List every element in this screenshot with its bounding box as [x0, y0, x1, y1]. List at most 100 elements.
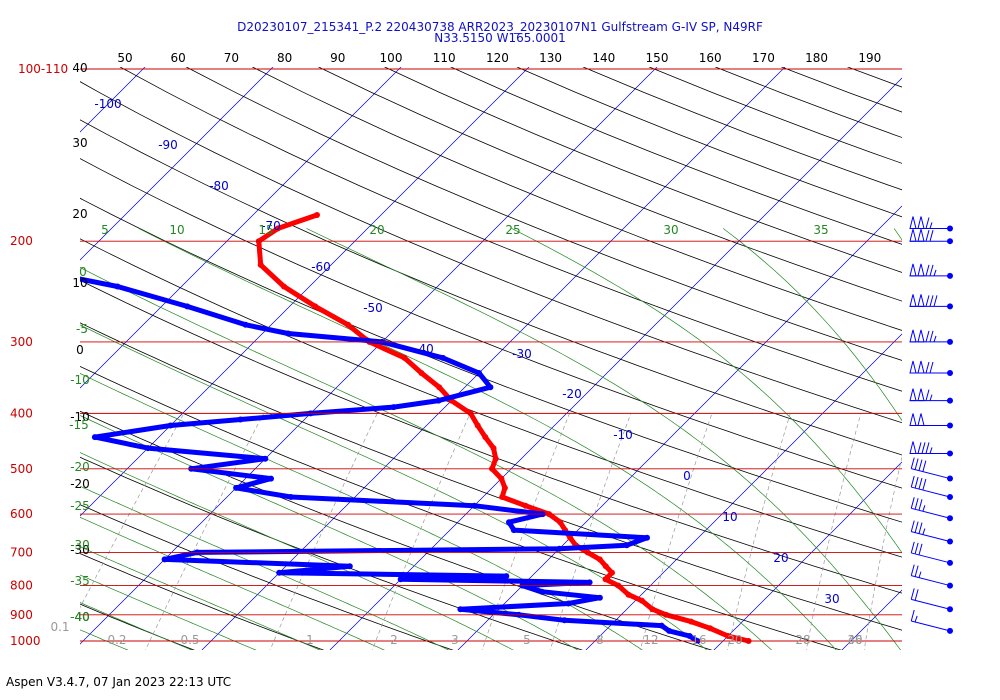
mixing-ratio-line — [80, 413, 185, 609]
temperature-profile-point — [522, 502, 529, 509]
dewpoint-profile-point — [644, 534, 650, 541]
isotherm-label: -10 — [613, 428, 633, 442]
theta-w-label: -40 — [70, 610, 90, 624]
dewpoint-profile-point — [596, 594, 603, 601]
wind-barb-full — [914, 589, 919, 601]
top-axis-label: 150 — [646, 51, 669, 65]
dewpoint-profile-point — [167, 422, 174, 429]
pressure-label: 200 — [10, 234, 33, 248]
mixing-ratio-line — [727, 413, 791, 650]
wind-barb-full — [910, 609, 915, 622]
wind-barb-flag — [909, 229, 917, 242]
wind-barb-full — [929, 330, 934, 343]
top-axis-label: 80 — [277, 51, 292, 65]
moist-adiabat-line — [893, 228, 902, 241]
theta-w-label: 25 — [505, 223, 520, 237]
mixing-ratio-label: 12 — [643, 633, 658, 647]
wind-barb-full — [925, 442, 930, 454]
wind-barb-half — [918, 571, 922, 578]
wind-barb — [910, 475, 953, 500]
wind-barb-full — [925, 217, 930, 229]
dewpoint-profile-point — [397, 576, 404, 583]
pressure-label: 900 — [10, 608, 33, 622]
pressure-label: 1000 — [10, 634, 41, 648]
theta-w-label: 35 — [813, 223, 828, 237]
wind-barb-flag — [909, 441, 917, 454]
dewpoint-profile-point — [503, 573, 510, 580]
mixing-ratio-label: 36 — [847, 633, 862, 647]
theta-w-label: 15 — [258, 223, 273, 237]
dry-adiabat-line — [780, 67, 902, 113]
dewpoint-profile — [80, 276, 700, 644]
footer-text: Aspen V3.4.7, 07 Jan 2023 22:13 UTC — [6, 675, 232, 689]
dry-adiabat-line — [80, 456, 584, 650]
wind-barb — [909, 263, 953, 279]
isotherm-line — [841, 589, 902, 650]
isotherm-label: -50 — [363, 301, 383, 315]
dewpoint-profile-point — [114, 283, 121, 290]
moist-adiabat-line — [80, 373, 643, 650]
moist-adiabat-line — [722, 228, 902, 422]
wind-barb-full — [917, 442, 922, 454]
wind-barb-full — [929, 295, 934, 307]
wind-barb-flag — [909, 360, 917, 374]
dry-adiabat-line — [251, 67, 902, 331]
pressure-label: 100-110 — [18, 62, 68, 76]
temperature-profile-point — [609, 569, 615, 576]
wind-barb-staff — [911, 598, 951, 610]
wind-barb — [909, 294, 953, 310]
wind-barb-half — [922, 528, 926, 535]
moist-adiabat-line — [80, 574, 257, 650]
temperature-profile-point — [725, 633, 731, 639]
dewpoint-profile-point — [91, 434, 98, 441]
isotherm-label: -40 — [414, 342, 434, 356]
wind-barb-staff — [911, 507, 951, 519]
dewpoint-profile-point — [561, 617, 568, 624]
dewpoint-profile-point — [285, 330, 292, 337]
left-axis-label: 10 — [72, 276, 87, 290]
isotherm-label: 0 — [683, 469, 691, 483]
temperature-profile-point — [688, 618, 695, 625]
wind-barb-full — [910, 497, 915, 509]
dry-adiabat-line — [80, 410, 713, 650]
dewpoint-profile-point — [666, 627, 673, 634]
dry-adiabat-line — [516, 67, 902, 218]
dewpoint-profile-point — [262, 455, 269, 462]
moist-adiabat-line — [511, 228, 902, 554]
wind-barb-flag — [909, 216, 917, 229]
left-axis-label: 40 — [72, 61, 87, 75]
left-axis-label: -20 — [70, 477, 90, 491]
wind-barb-flag — [909, 294, 917, 307]
dry-adiabat-line — [383, 67, 902, 273]
wind-barb-full — [918, 499, 923, 511]
isotherm-label: -30 — [512, 347, 532, 361]
wind-barb-flag — [909, 413, 917, 426]
top-axis-label: 130 — [539, 51, 562, 65]
wind-barb-flag — [917, 360, 925, 374]
grid-lines — [80, 67, 902, 650]
top-axis-label: 50 — [117, 51, 132, 65]
pressure-label: 500 — [10, 462, 33, 476]
top-axis-label: 160 — [699, 51, 722, 65]
pressure-label: 600 — [10, 507, 33, 521]
chart-title-line1: D20230107_215341_P.2 220430738 ARR2023_2… — [237, 20, 763, 34]
chart-title-line2: N33.5150 W165.0001 — [434, 31, 566, 45]
dry-adiabat-line — [317, 67, 902, 302]
theta-w-label: 10 — [169, 223, 184, 237]
wind-barb-full — [910, 520, 915, 532]
wind-barb-staff — [911, 575, 951, 587]
temperature-profile-point — [280, 283, 287, 290]
dewpoint-profile-point — [565, 600, 572, 607]
dry-adiabat-line — [80, 81, 902, 424]
dewpoint-profile-point — [237, 416, 244, 423]
wind-barb-full — [918, 459, 923, 471]
wind-barb-full — [914, 565, 919, 577]
dewpoint-profile-point — [556, 545, 563, 552]
left-axis-label: 0 — [76, 343, 84, 357]
theta-w-label: 30 — [663, 223, 678, 237]
dry-adiabat-line — [185, 67, 902, 361]
wind-barb — [909, 413, 953, 429]
wind-barb — [909, 216, 953, 232]
dry-adiabat-line — [80, 322, 902, 631]
top-axis-label: 190 — [858, 51, 881, 65]
